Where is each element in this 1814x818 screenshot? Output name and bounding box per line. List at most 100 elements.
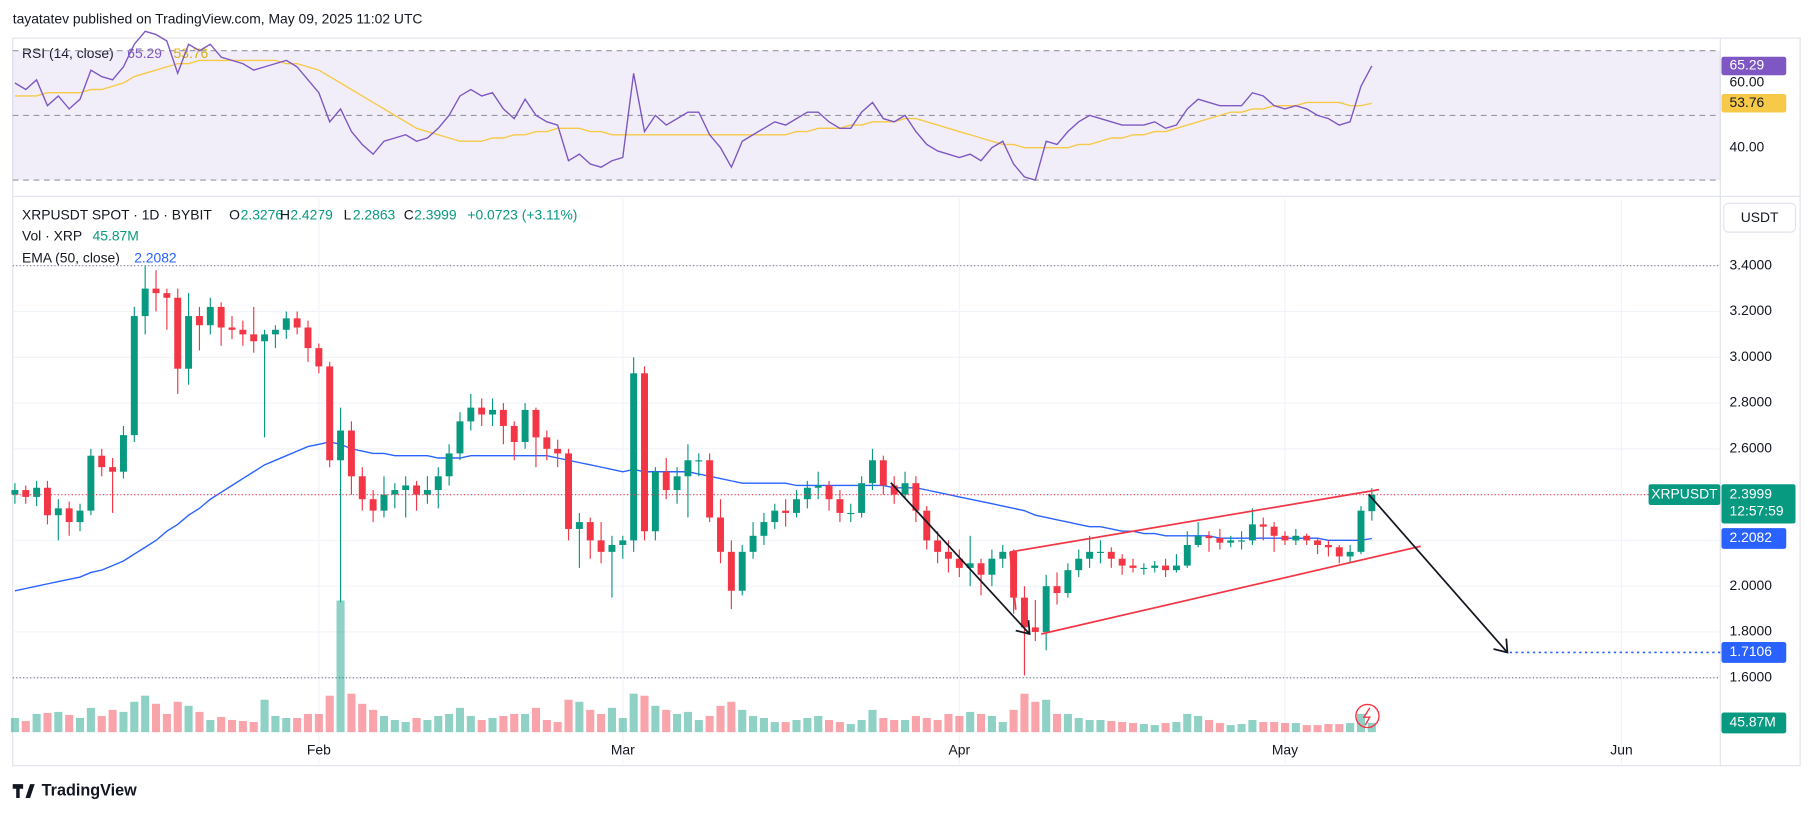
high-value: 2.4279: [290, 207, 333, 223]
volume-bar: [303, 713, 313, 733]
candle-body: [869, 460, 876, 484]
price-tag: 2.3999: [1730, 485, 1773, 501]
volume-bar: [673, 713, 682, 733]
candle-body: [109, 467, 117, 472]
candle-body: [434, 476, 442, 491]
x-tick-label: May: [1272, 741, 1298, 757]
candle-body: [1281, 535, 1289, 541]
candle-body: [977, 563, 985, 575]
candle-body: [119, 435, 127, 472]
candle-body: [423, 490, 431, 495]
candle-body: [1086, 551, 1094, 559]
low-label: L: [344, 207, 352, 223]
volume-bar: [976, 713, 986, 733]
candle-body: [293, 318, 301, 328]
currency[interactable]: USDT: [1741, 209, 1779, 225]
candle-body: [597, 540, 605, 552]
candle-body: [130, 316, 138, 436]
currency-button[interactable]: [1723, 202, 1797, 233]
volume-bar: [1302, 725, 1311, 733]
candle-body: [847, 512, 855, 515]
x-tick-label: Jun: [1610, 741, 1632, 757]
brand-logo: [12, 784, 35, 798]
volume-bar: [119, 711, 128, 733]
candle-body: [858, 483, 866, 513]
volume-bar: [499, 715, 508, 733]
candle-body: [586, 522, 594, 541]
volume-bar: [944, 713, 953, 733]
volume-bar: [1335, 724, 1344, 733]
rsi-tag: 65.29: [1730, 57, 1765, 73]
volume-bar: [434, 715, 443, 733]
volume-bar: [488, 717, 497, 733]
volume-bar: [390, 720, 399, 733]
candle-body: [87, 455, 95, 511]
drawings: [890, 482, 1509, 729]
candle-body: [1140, 567, 1148, 570]
candle-body: [1031, 627, 1039, 632]
volume-bar: [1031, 701, 1040, 733]
candle-body: [11, 490, 19, 495]
y-tick-label: 3.4000: [1730, 256, 1773, 272]
price-tag-box: [1721, 484, 1796, 524]
candle-body: [402, 485, 410, 491]
candle-body: [315, 348, 323, 367]
candle-body: [1096, 551, 1104, 554]
candle-body: [304, 327, 312, 349]
volume-bar: [531, 707, 541, 733]
volume-bar: [282, 717, 291, 733]
candle-body: [337, 430, 345, 461]
candle-body: [966, 563, 974, 568]
volume-bar: [1063, 713, 1072, 733]
volume-bar: [162, 713, 171, 733]
candle-body: [923, 510, 931, 541]
volume-bar: [705, 715, 714, 733]
candle-body: [565, 453, 572, 529]
candle-body: [1324, 544, 1332, 548]
frame: [12, 37, 1801, 767]
volume-bar: [108, 709, 117, 733]
volume-bar: [293, 717, 302, 733]
volume-bar: [466, 715, 475, 733]
y-tick-label: 1.8000: [1730, 623, 1773, 639]
volume-bar: [651, 705, 660, 733]
volume-bar: [314, 713, 323, 733]
published-note: tayatatev published on TradingView.com, …: [13, 10, 423, 26]
candle-body: [912, 483, 920, 511]
candle-body: [814, 485, 822, 488]
candle-body: [738, 551, 746, 591]
volume-bar: [1270, 722, 1279, 733]
x-tick-label: Feb: [307, 741, 331, 757]
candle-body: [630, 373, 638, 541]
volume-bar: [998, 722, 1007, 733]
volume-bar: [423, 720, 432, 733]
volume-bar: [10, 717, 19, 733]
candle-body: [803, 487, 811, 500]
candle-body: [1346, 551, 1354, 557]
volume-bar: [75, 717, 85, 733]
candle-body: [499, 409, 507, 426]
candle-body: [749, 535, 757, 552]
candle-body: [1183, 544, 1191, 566]
alert-icon[interactable]: [1355, 703, 1380, 729]
rsi-line: [14, 30, 1373, 182]
candle-body: [54, 508, 62, 516]
volume-bar: [597, 713, 606, 733]
candle-body: [1053, 586, 1061, 594]
arrow-head-1: [1015, 620, 1031, 636]
candle-body: [1107, 551, 1115, 559]
candle-body: [1151, 565, 1159, 568]
ema-tag: 2.2082: [1730, 529, 1773, 545]
candle-body: [239, 329, 247, 335]
volume-bar: [553, 722, 562, 733]
open-label: O: [229, 207, 240, 223]
volume-bar: [1096, 720, 1105, 733]
volume-bar: [206, 720, 215, 733]
volume-bar: [510, 713, 519, 733]
volume-bar: [217, 716, 226, 733]
volume-bar: [1172, 722, 1181, 733]
volume-bar: [412, 717, 421, 733]
volume-bar: [1107, 721, 1116, 733]
